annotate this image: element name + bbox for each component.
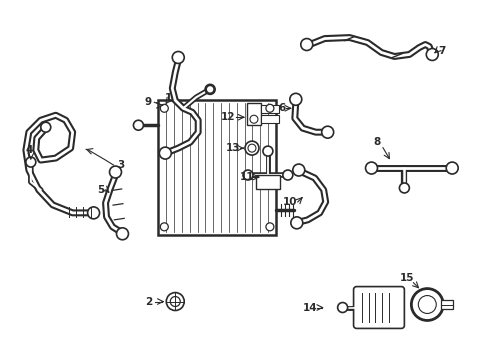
Circle shape xyxy=(116,228,128,240)
Text: 8: 8 xyxy=(373,137,380,147)
Circle shape xyxy=(166,293,184,310)
Text: 11: 11 xyxy=(239,172,254,182)
FancyBboxPatch shape xyxy=(353,287,404,328)
Circle shape xyxy=(172,51,184,63)
Text: 9: 9 xyxy=(144,97,152,107)
Circle shape xyxy=(289,93,301,105)
Circle shape xyxy=(249,115,258,123)
Circle shape xyxy=(446,162,457,174)
Circle shape xyxy=(26,157,36,167)
Circle shape xyxy=(321,126,333,138)
Circle shape xyxy=(399,183,408,193)
Text: 5: 5 xyxy=(97,185,104,195)
Circle shape xyxy=(170,297,180,306)
Text: 13: 13 xyxy=(225,143,240,153)
Circle shape xyxy=(41,122,51,132)
Circle shape xyxy=(109,166,121,178)
Circle shape xyxy=(282,170,292,180)
Circle shape xyxy=(133,120,143,130)
Circle shape xyxy=(265,104,273,112)
Circle shape xyxy=(265,223,273,231)
Bar xyxy=(246,103,261,125)
Bar xyxy=(440,300,452,310)
Circle shape xyxy=(247,144,255,152)
Circle shape xyxy=(205,84,215,94)
Circle shape xyxy=(292,164,304,176)
Bar xyxy=(261,115,278,123)
Text: 14: 14 xyxy=(302,302,316,312)
Text: 15: 15 xyxy=(399,273,414,283)
Text: 6: 6 xyxy=(278,103,285,113)
Circle shape xyxy=(300,39,312,50)
Circle shape xyxy=(410,289,442,320)
Circle shape xyxy=(87,207,100,219)
Text: 12: 12 xyxy=(221,112,235,122)
Circle shape xyxy=(417,296,435,314)
Text: 10: 10 xyxy=(282,197,297,207)
Circle shape xyxy=(243,170,252,180)
Text: 7: 7 xyxy=(438,45,445,55)
Text: 1: 1 xyxy=(164,93,172,103)
Text: 4: 4 xyxy=(25,145,33,155)
Bar xyxy=(255,175,279,189)
Bar xyxy=(158,100,275,235)
Circle shape xyxy=(159,147,171,159)
Circle shape xyxy=(263,146,272,156)
Text: 3: 3 xyxy=(117,160,124,170)
Circle shape xyxy=(160,104,168,112)
Circle shape xyxy=(365,162,377,174)
Text: 2: 2 xyxy=(144,297,152,306)
Circle shape xyxy=(290,217,302,229)
Bar xyxy=(261,105,278,113)
Circle shape xyxy=(160,223,168,231)
Circle shape xyxy=(206,85,214,93)
Circle shape xyxy=(337,302,347,312)
Circle shape xyxy=(426,49,437,60)
Circle shape xyxy=(244,141,259,155)
